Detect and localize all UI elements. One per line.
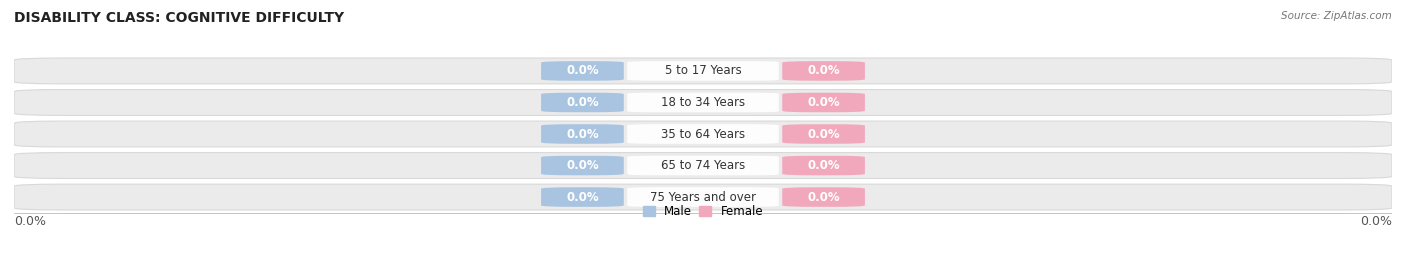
- FancyBboxPatch shape: [782, 61, 865, 81]
- Text: 0.0%: 0.0%: [807, 96, 839, 109]
- Text: Source: ZipAtlas.com: Source: ZipAtlas.com: [1281, 11, 1392, 21]
- Text: 18 to 34 Years: 18 to 34 Years: [661, 96, 745, 109]
- FancyBboxPatch shape: [782, 93, 865, 112]
- FancyBboxPatch shape: [541, 124, 624, 144]
- FancyBboxPatch shape: [782, 156, 865, 175]
- Text: DISABILITY CLASS: COGNITIVE DIFFICULTY: DISABILITY CLASS: COGNITIVE DIFFICULTY: [14, 11, 344, 25]
- Text: 0.0%: 0.0%: [807, 159, 839, 172]
- FancyBboxPatch shape: [782, 124, 865, 144]
- FancyBboxPatch shape: [14, 184, 1392, 210]
- FancyBboxPatch shape: [541, 187, 624, 207]
- Text: 0.0%: 0.0%: [567, 64, 599, 77]
- Text: 0.0%: 0.0%: [14, 215, 46, 228]
- Text: 0.0%: 0.0%: [807, 128, 839, 140]
- Text: 5 to 17 Years: 5 to 17 Years: [665, 64, 741, 77]
- Text: 75 Years and over: 75 Years and over: [650, 191, 756, 204]
- Text: 0.0%: 0.0%: [1360, 215, 1392, 228]
- FancyBboxPatch shape: [627, 61, 779, 81]
- FancyBboxPatch shape: [14, 90, 1392, 116]
- FancyBboxPatch shape: [541, 93, 624, 112]
- FancyBboxPatch shape: [627, 187, 779, 207]
- Text: 0.0%: 0.0%: [567, 191, 599, 204]
- FancyBboxPatch shape: [627, 93, 779, 112]
- Text: 0.0%: 0.0%: [807, 191, 839, 204]
- FancyBboxPatch shape: [782, 187, 865, 207]
- Text: 65 to 74 Years: 65 to 74 Years: [661, 159, 745, 172]
- Legend: Male, Female: Male, Female: [638, 200, 768, 222]
- Text: 0.0%: 0.0%: [567, 128, 599, 140]
- FancyBboxPatch shape: [14, 152, 1392, 178]
- FancyBboxPatch shape: [14, 58, 1392, 84]
- FancyBboxPatch shape: [541, 61, 624, 81]
- FancyBboxPatch shape: [541, 156, 624, 175]
- Text: 0.0%: 0.0%: [807, 64, 839, 77]
- FancyBboxPatch shape: [14, 121, 1392, 147]
- Text: 0.0%: 0.0%: [567, 159, 599, 172]
- Text: 0.0%: 0.0%: [567, 96, 599, 109]
- FancyBboxPatch shape: [627, 156, 779, 175]
- FancyBboxPatch shape: [627, 124, 779, 144]
- Text: 35 to 64 Years: 35 to 64 Years: [661, 128, 745, 140]
